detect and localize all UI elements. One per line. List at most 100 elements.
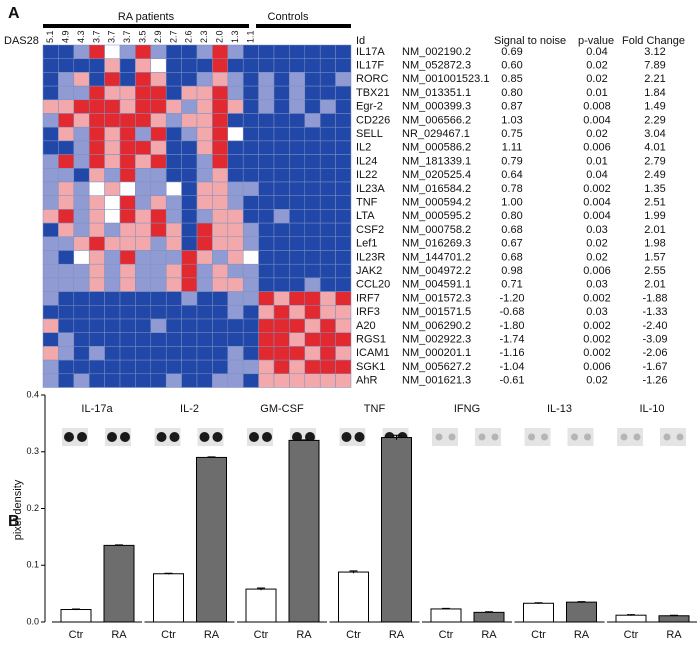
blot-dot — [262, 432, 272, 442]
heatmap-cell — [42, 72, 59, 87]
heatmap-cell — [88, 168, 105, 183]
p-value: 0.01 — [586, 87, 607, 99]
heatmap-cell — [42, 346, 59, 361]
y-tick-label: 0.4 — [26, 389, 39, 399]
heatmap-cell — [42, 222, 59, 238]
bar — [473, 611, 505, 623]
fold-change: 2.55 — [644, 265, 665, 277]
das28-label: DAS28 — [4, 35, 39, 47]
heatmap-cell — [104, 346, 121, 361]
heatmap-cell — [150, 277, 167, 292]
heatmap-cell — [335, 195, 352, 210]
heatmap-cell — [165, 140, 182, 155]
bar — [615, 614, 647, 623]
blot-dot — [571, 433, 578, 441]
heatmap-cell — [242, 318, 259, 333]
heatmap-cell — [273, 277, 290, 292]
heatmap-cell — [289, 99, 306, 114]
heatmap-cell — [73, 126, 90, 142]
heatmap-cell — [242, 359, 259, 375]
heatmap-cell — [42, 195, 59, 210]
heatmap-cell — [104, 72, 121, 87]
heatmap-cell — [135, 168, 152, 183]
heatmap-cell — [335, 291, 352, 306]
heatmap-cell — [104, 113, 121, 128]
heatmap-cell — [119, 263, 136, 279]
heatmap-cell — [88, 222, 105, 238]
heatmap-cell — [119, 58, 136, 73]
heatmap-cell — [42, 332, 59, 347]
heatmap-cell — [319, 291, 336, 306]
heatmap-cell — [335, 44, 352, 59]
blot-dot — [541, 433, 548, 441]
heatmap-cell — [304, 250, 321, 265]
heatmap-cell — [273, 291, 290, 306]
heatmap-cell — [165, 346, 182, 361]
heatmap-cell — [58, 332, 75, 347]
heatmap-cell — [150, 99, 167, 114]
heatmap-cell — [150, 154, 167, 169]
heatmap-cell — [227, 222, 244, 238]
heatmap-cell — [58, 305, 75, 320]
chart-title: IL-10 — [639, 403, 664, 415]
blot-dot — [341, 432, 352, 442]
heatmap-cell — [242, 113, 259, 128]
gene-id: ICAM1 — [356, 347, 390, 359]
heatmap-cell — [212, 359, 229, 375]
heatmap-cell — [42, 168, 59, 183]
heatmap-cell — [135, 250, 152, 265]
blot-dot — [212, 432, 223, 442]
heatmap-cell — [58, 195, 75, 210]
heatmap-cell — [181, 113, 198, 128]
fold-change: 3.04 — [644, 128, 665, 140]
heatmap-cell — [304, 222, 321, 238]
heatmap-cell — [135, 140, 152, 155]
heatmap-cell — [119, 318, 136, 333]
p-value: 0.002 — [583, 333, 611, 345]
heatmap-cell — [181, 359, 198, 375]
x-tick-label: RA — [296, 629, 312, 641]
heatmap-cell — [335, 113, 352, 128]
heatmap-cell — [212, 58, 229, 73]
heatmap-cell — [150, 209, 167, 224]
heatmap-cell — [289, 277, 306, 292]
heatmap-cell — [273, 209, 290, 224]
heatmap-cell — [196, 236, 213, 251]
p-value: 0.03 — [586, 224, 607, 236]
heatmap-cell — [289, 181, 306, 196]
heatmap-cell — [135, 154, 152, 169]
heatmap-cell — [165, 250, 182, 265]
heatmap-cell — [73, 154, 90, 169]
heatmap-cell — [273, 195, 290, 210]
heatmap-cell — [273, 222, 290, 238]
heatmap-cell — [258, 113, 275, 128]
heatmap-cell — [227, 250, 244, 265]
heatmap-cell — [289, 263, 306, 279]
signal-to-noise: 1.00 — [501, 196, 522, 208]
accession: NM_004591.1 — [402, 279, 471, 291]
heatmap-cell — [227, 209, 244, 224]
gene-id: IL2 — [356, 142, 371, 154]
blot-dot — [491, 433, 499, 441]
heatmap-cell — [119, 332, 136, 347]
gene-id: RGS1 — [356, 333, 386, 345]
heatmap-cell — [58, 140, 75, 155]
heatmap-cell — [181, 72, 198, 87]
heatmap-cell — [73, 373, 90, 388]
heatmap-cell — [181, 126, 198, 142]
heatmap-cell — [104, 263, 121, 279]
bar — [338, 571, 369, 623]
heatmap-cell — [73, 44, 90, 59]
p-value: 0.002 — [583, 292, 611, 304]
heatmap-cell — [88, 99, 105, 114]
heatmap-cell — [258, 373, 275, 388]
heatmap-cell — [150, 72, 167, 87]
accession: NM_000201.1 — [402, 347, 471, 359]
heatmap-cell — [196, 346, 213, 361]
heatmap-cell — [227, 126, 244, 142]
heatmap-cell — [88, 373, 105, 388]
accession: NM_013351.1 — [402, 87, 471, 99]
heatmap-cell — [242, 222, 259, 238]
p-value: 0.006 — [583, 361, 611, 373]
signal-to-noise: 0.98 — [501, 265, 522, 277]
